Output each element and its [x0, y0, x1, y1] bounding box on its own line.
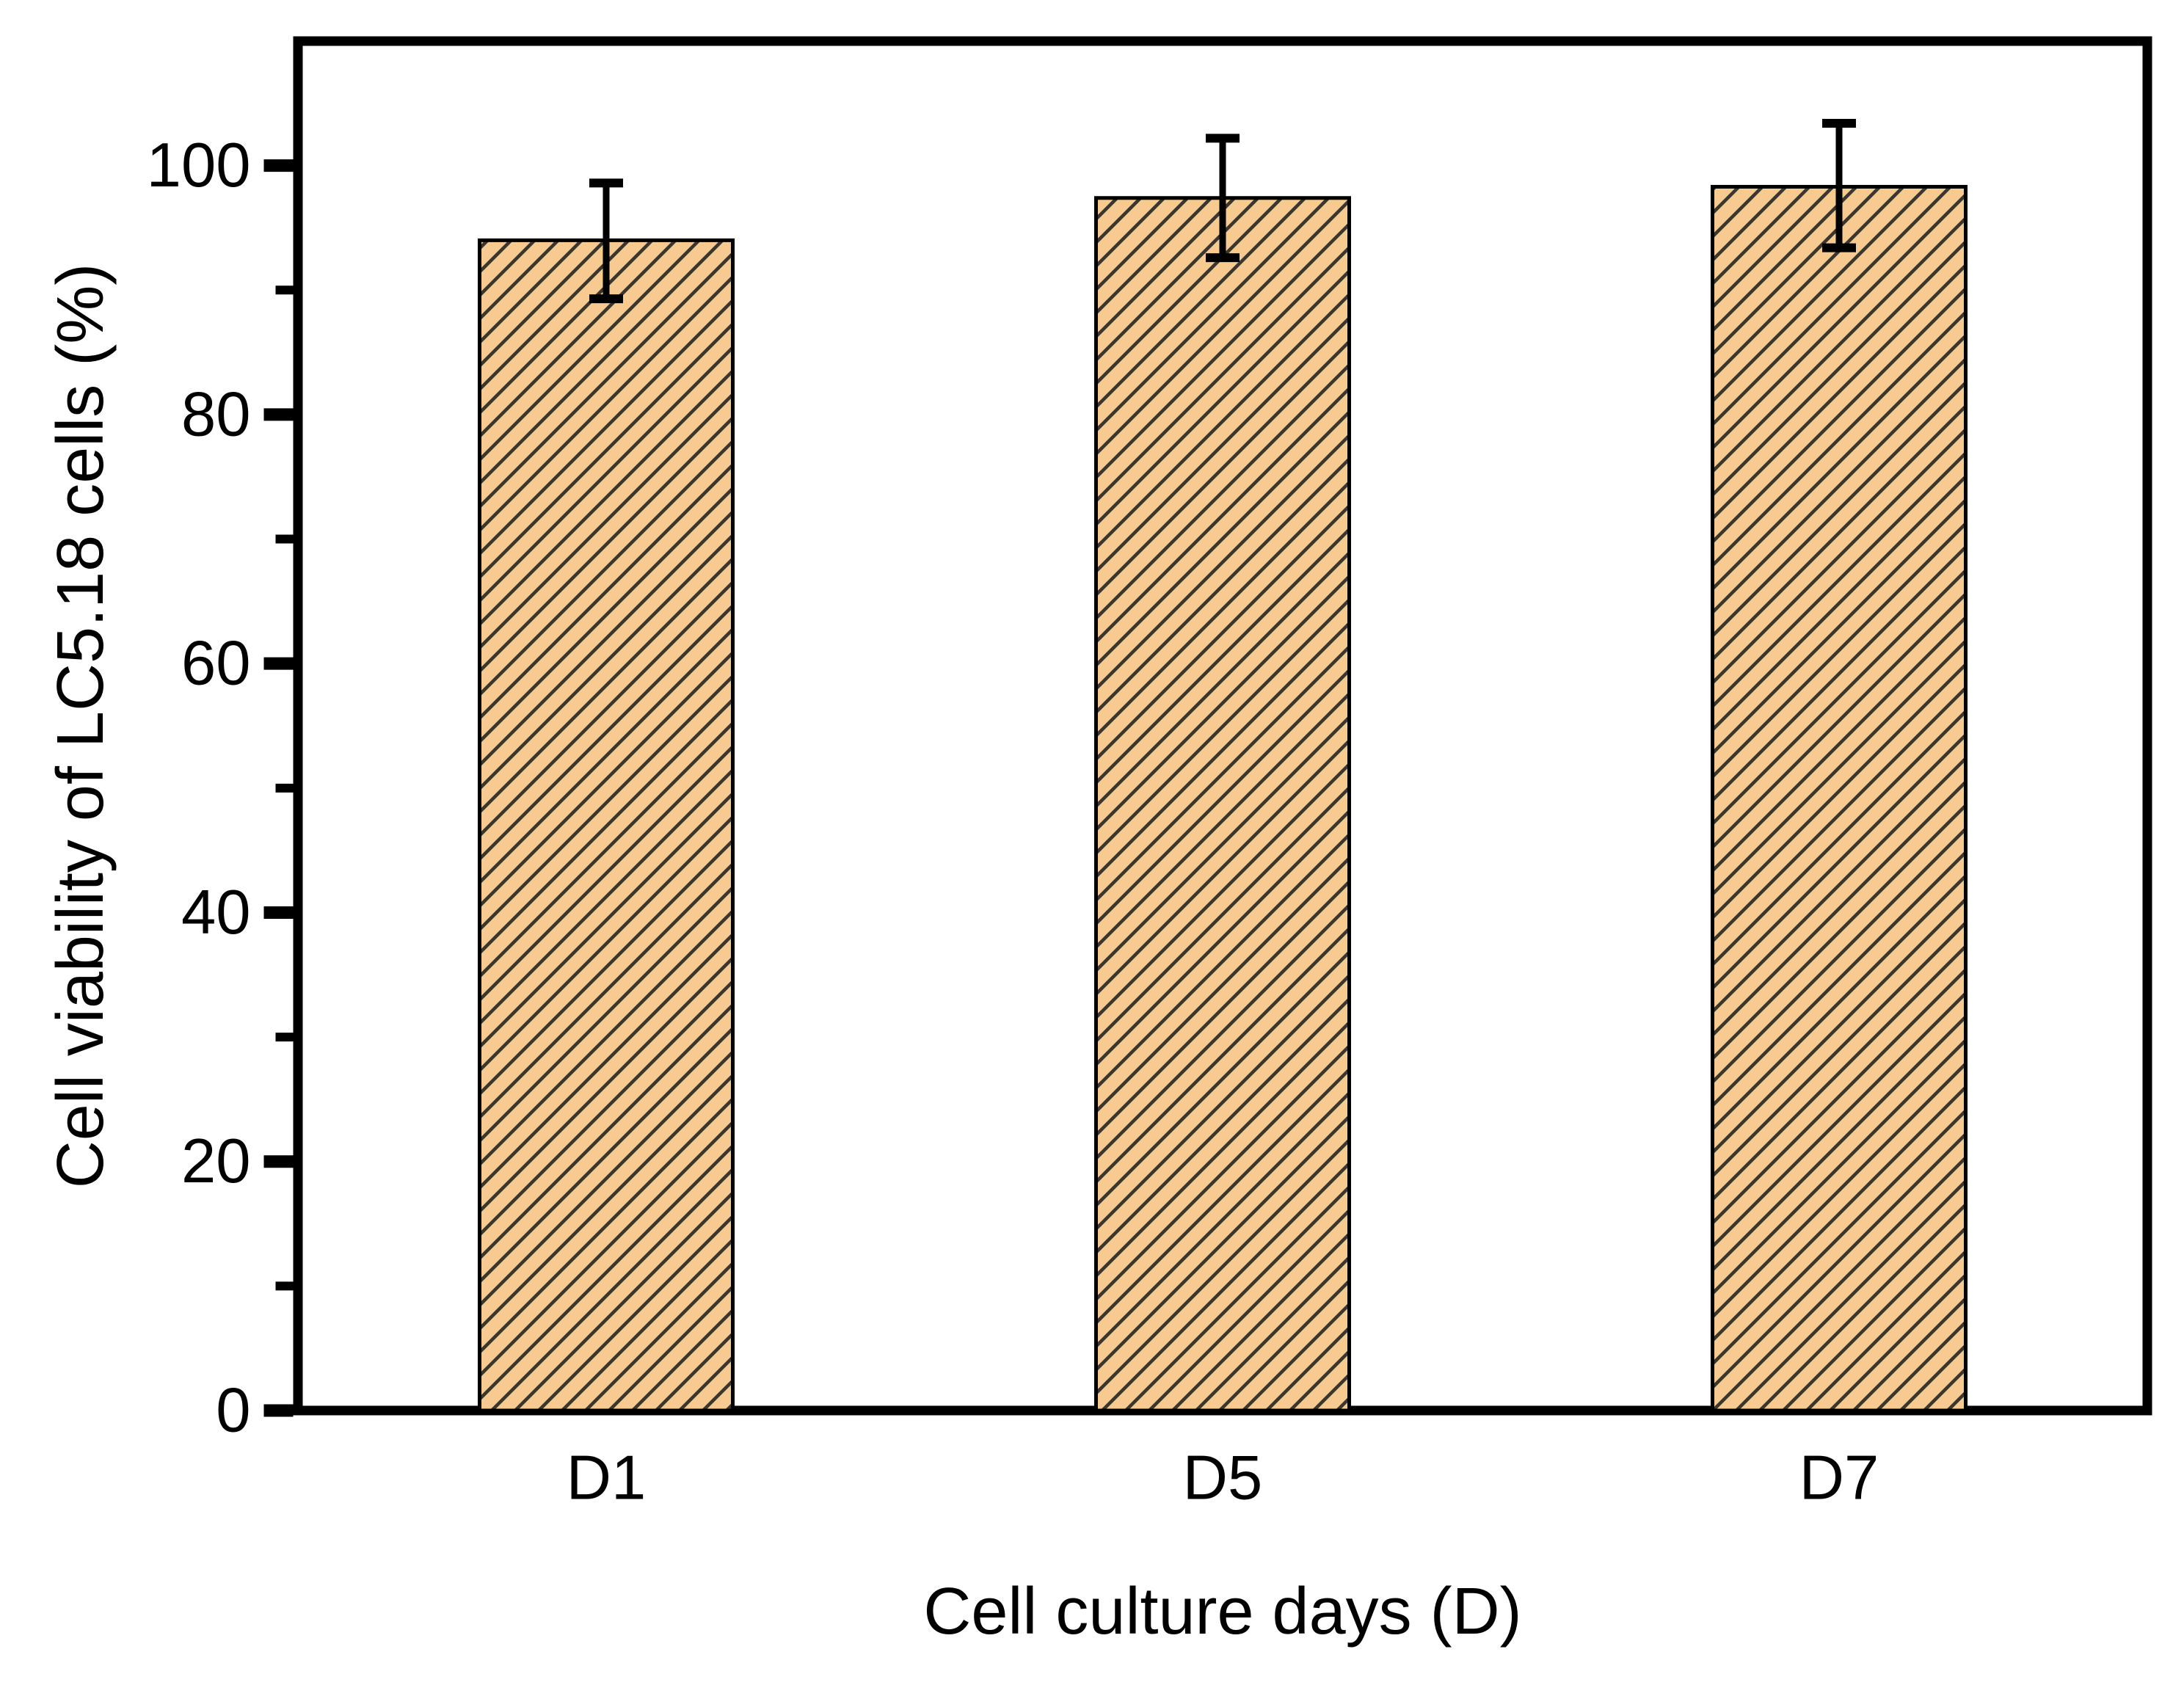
x-tick-label-D5: D5	[1183, 1444, 1263, 1513]
x-tick-label-D7: D7	[1799, 1444, 1879, 1513]
x-axis-title: Cell culture days (D)	[923, 1575, 1521, 1648]
y-tick-label: 80	[181, 379, 251, 449]
y-tick-label: 20	[181, 1127, 251, 1196]
bar-D5	[1094, 196, 1351, 1413]
y-tick-label: 0	[216, 1376, 250, 1446]
y-tick-label: 60	[181, 629, 251, 699]
x-tick-label-D1: D1	[567, 1444, 647, 1513]
plot-area: 0 20 40 60 80 100 D1 D5 D7	[147, 36, 2152, 1513]
y-tick-label: 40	[181, 878, 251, 947]
y-axis-title: Cell viability of LC5.18 cells (%)	[44, 263, 117, 1188]
bar-D1	[478, 238, 735, 1413]
y-tick-label: 100	[147, 131, 251, 200]
bar-D7	[1711, 184, 1968, 1413]
